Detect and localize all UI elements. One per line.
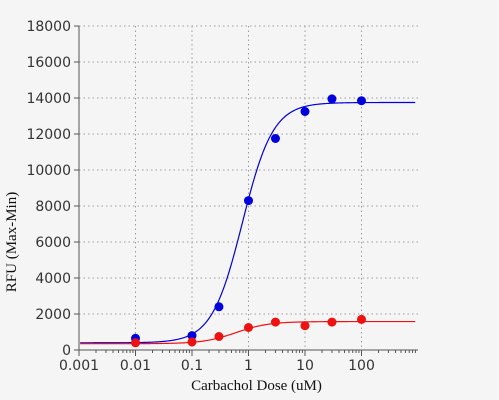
data-point bbox=[214, 302, 224, 312]
x-tick-label: 100 bbox=[348, 358, 375, 374]
y-tick-label: 6000 bbox=[35, 235, 71, 251]
data-point bbox=[327, 317, 337, 327]
data-point bbox=[187, 331, 197, 341]
fit-curve bbox=[80, 101, 416, 344]
data-point bbox=[187, 337, 197, 347]
data-point bbox=[357, 314, 366, 324]
data-point bbox=[300, 321, 310, 331]
data-point bbox=[270, 134, 280, 143]
y-tick-label: 0 bbox=[62, 343, 71, 359]
y-tick-label: 14000 bbox=[26, 91, 71, 107]
y-tick-label: 16000 bbox=[26, 55, 71, 71]
x-axis-title: Carbachol Dose (uM) bbox=[191, 378, 322, 394]
data-point bbox=[244, 323, 253, 332]
y-tick-label: 18000 bbox=[26, 19, 71, 35]
x-tick-label: 1 bbox=[244, 358, 253, 374]
data-point bbox=[270, 317, 280, 327]
data-point bbox=[300, 107, 310, 116]
y-tick-label: 2000 bbox=[35, 307, 71, 323]
y-axis-title: RFU (Max-Min) bbox=[4, 192, 20, 292]
x-tick-label: 10 bbox=[296, 358, 314, 374]
data-point bbox=[244, 196, 253, 206]
data-point bbox=[357, 96, 366, 106]
data-point bbox=[214, 332, 224, 341]
y-tick-label: 10000 bbox=[26, 163, 71, 179]
x-tick-label: 0.001 bbox=[59, 358, 99, 374]
data-point bbox=[131, 338, 140, 348]
y-tick-label: 8000 bbox=[35, 199, 71, 215]
x-tick-label: 0.1 bbox=[181, 358, 203, 374]
data-point bbox=[327, 94, 337, 104]
y-tick-label: 12000 bbox=[26, 127, 71, 143]
y-tick-label: 4000 bbox=[35, 271, 71, 287]
x-tick-label: 0.01 bbox=[120, 358, 151, 374]
